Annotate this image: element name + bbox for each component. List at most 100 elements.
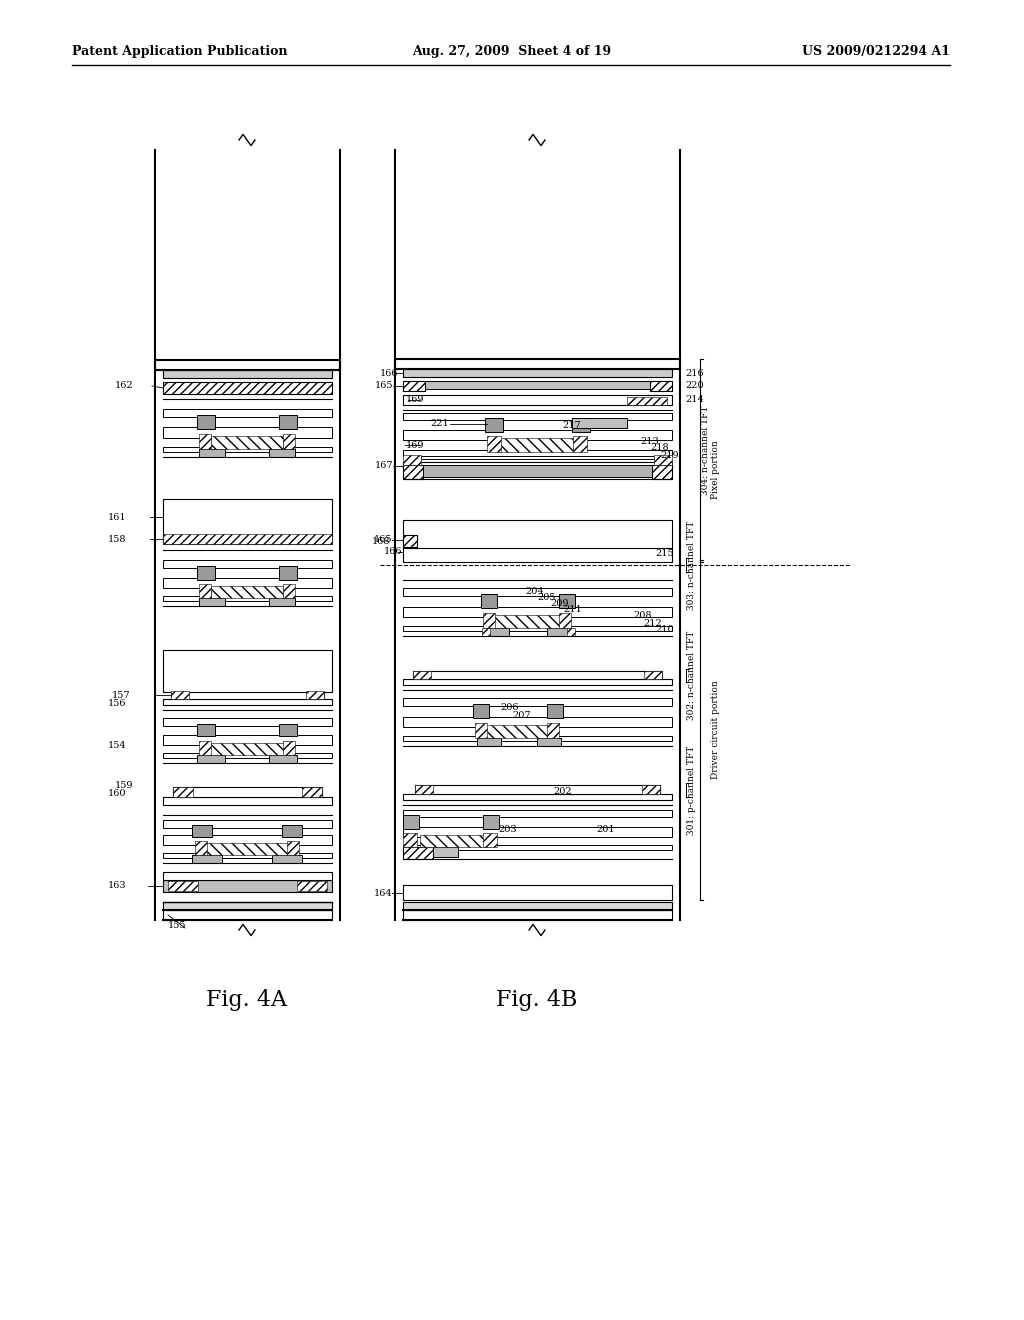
Text: 220: 220 bbox=[685, 381, 703, 391]
Bar bbox=[654, 455, 672, 465]
Text: Driver circuit portion: Driver circuit portion bbox=[712, 681, 721, 779]
Bar bbox=[403, 607, 672, 616]
Bar bbox=[423, 465, 652, 477]
Bar bbox=[283, 741, 295, 755]
Text: 158: 158 bbox=[108, 535, 127, 544]
Bar bbox=[403, 678, 672, 685]
Bar bbox=[403, 465, 423, 479]
Bar bbox=[403, 413, 672, 420]
Bar bbox=[195, 841, 207, 855]
Text: 166: 166 bbox=[380, 368, 398, 378]
Text: 210: 210 bbox=[655, 626, 674, 635]
Bar bbox=[482, 628, 490, 636]
Bar bbox=[403, 450, 672, 455]
Bar bbox=[197, 755, 225, 763]
Bar bbox=[163, 700, 332, 705]
Bar bbox=[403, 535, 417, 546]
Text: 204: 204 bbox=[525, 587, 544, 597]
Bar bbox=[433, 847, 458, 857]
Text: 165: 165 bbox=[375, 381, 393, 391]
Bar bbox=[279, 723, 297, 737]
Bar bbox=[197, 566, 215, 579]
Bar bbox=[199, 449, 225, 457]
Bar bbox=[573, 436, 587, 451]
Text: 221: 221 bbox=[430, 420, 449, 429]
Bar bbox=[403, 833, 417, 847]
Text: 209: 209 bbox=[550, 599, 568, 609]
Bar bbox=[403, 395, 672, 405]
Bar bbox=[567, 628, 575, 636]
Bar bbox=[163, 535, 332, 544]
Bar bbox=[163, 752, 332, 758]
Text: 165: 165 bbox=[374, 536, 392, 544]
Text: 203: 203 bbox=[498, 825, 517, 834]
Bar bbox=[163, 880, 332, 892]
Bar bbox=[199, 598, 225, 606]
Text: 160: 160 bbox=[108, 788, 127, 797]
Bar bbox=[403, 430, 672, 440]
Text: 303: n-channel TFT: 303: n-channel TFT bbox=[686, 520, 695, 610]
Text: 159: 159 bbox=[115, 780, 133, 789]
Text: 212: 212 bbox=[643, 619, 662, 627]
Bar bbox=[211, 586, 283, 598]
Bar bbox=[199, 434, 211, 449]
Text: 213: 213 bbox=[640, 437, 658, 446]
Text: 169: 169 bbox=[406, 441, 425, 450]
Bar bbox=[297, 880, 327, 891]
Text: 167: 167 bbox=[375, 462, 393, 470]
Bar bbox=[420, 836, 490, 847]
Bar bbox=[171, 690, 324, 700]
Bar bbox=[163, 381, 332, 393]
Text: 216: 216 bbox=[685, 368, 703, 378]
Bar bbox=[163, 735, 332, 744]
Bar bbox=[403, 909, 672, 920]
Text: 211: 211 bbox=[563, 606, 582, 615]
Bar bbox=[403, 847, 433, 859]
Text: 207: 207 bbox=[512, 711, 530, 721]
Text: 201: 201 bbox=[596, 825, 614, 833]
Bar bbox=[652, 465, 672, 479]
Bar bbox=[163, 409, 332, 417]
Bar bbox=[163, 535, 332, 544]
Text: 168: 168 bbox=[372, 536, 390, 545]
Bar bbox=[403, 737, 672, 741]
Bar bbox=[547, 723, 559, 738]
Bar bbox=[403, 698, 672, 706]
Bar bbox=[403, 902, 672, 909]
Bar bbox=[287, 841, 299, 855]
Bar bbox=[572, 418, 590, 432]
Bar bbox=[413, 671, 431, 678]
Text: 157: 157 bbox=[112, 690, 131, 700]
Bar bbox=[163, 381, 332, 393]
Bar bbox=[199, 741, 211, 755]
Bar bbox=[627, 397, 667, 405]
Bar bbox=[168, 880, 198, 891]
Text: 169: 169 bbox=[406, 396, 425, 404]
Bar bbox=[163, 447, 332, 451]
Text: Fig. 4A: Fig. 4A bbox=[207, 989, 288, 1011]
Bar bbox=[537, 738, 561, 746]
Bar bbox=[163, 370, 332, 378]
Bar bbox=[403, 455, 421, 465]
Bar bbox=[163, 499, 332, 537]
Bar bbox=[163, 836, 332, 845]
Bar bbox=[403, 717, 672, 727]
Bar bbox=[283, 583, 295, 598]
Bar bbox=[413, 671, 662, 678]
Text: 156: 156 bbox=[108, 698, 127, 708]
Bar bbox=[483, 612, 495, 628]
Bar bbox=[403, 795, 672, 800]
Text: 218: 218 bbox=[650, 444, 669, 453]
Bar bbox=[403, 810, 672, 817]
Bar bbox=[199, 583, 211, 598]
Bar bbox=[279, 566, 297, 579]
Bar bbox=[415, 785, 660, 795]
Bar bbox=[493, 615, 561, 628]
Bar bbox=[652, 465, 672, 479]
Text: 208: 208 bbox=[633, 611, 651, 620]
Bar bbox=[163, 909, 332, 920]
Bar bbox=[559, 594, 575, 609]
Bar bbox=[644, 671, 662, 678]
Bar bbox=[483, 814, 499, 829]
Bar bbox=[403, 462, 672, 469]
